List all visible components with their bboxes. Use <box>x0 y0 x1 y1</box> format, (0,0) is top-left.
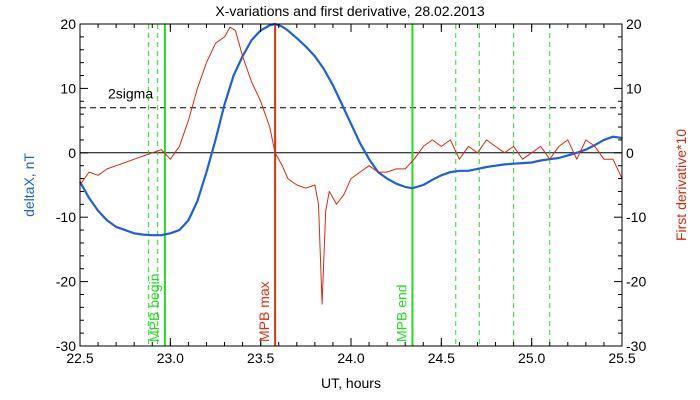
reference-line-labels: 2sigma <box>108 86 153 102</box>
y-right-tick-label: -20 <box>626 274 646 290</box>
vertical-marker-label-2: MPB end <box>393 284 409 342</box>
x-tick-label: 24.0 <box>337 350 364 366</box>
y-axis-left: -30 -20 -10 0 10 20 <box>56 16 88 354</box>
x-tick-label: 22.5 <box>66 350 93 366</box>
vertical-marker-label-0: MPB begin <box>146 274 162 342</box>
y-right-tick-label: -10 <box>626 209 646 225</box>
y-axis-left-title: deltaX, nT <box>21 153 37 217</box>
vertical-markers <box>148 24 551 346</box>
chart-title: X-variations and first derivative, 28.02… <box>215 3 484 19</box>
data-series <box>79 22 623 305</box>
y-left-tick-label: 10 <box>60 80 76 96</box>
y-right-tick-label: -30 <box>626 338 646 354</box>
x-tick-label: 23.5 <box>247 350 274 366</box>
vertical-marker-labels: MPB begin MPB max MPB end <box>146 274 410 342</box>
y-left-tick-label: 0 <box>68 145 76 161</box>
reference-line-label-1: 2sigma <box>108 86 153 102</box>
vertical-marker-label-1: MPB max <box>256 281 272 342</box>
y-left-tick-label: -10 <box>56 209 76 225</box>
x-axis: 22.5 23.0 23.5 24.0 24.5 25.0 25.5 <box>66 24 636 366</box>
x-tick-label: 24.5 <box>428 350 455 366</box>
y-left-tick-label: -20 <box>56 274 76 290</box>
x-tick-label: 25.0 <box>518 350 545 366</box>
x-tick-label: 23.0 <box>157 350 184 366</box>
x-tick-label: 25.5 <box>608 350 635 366</box>
series-line-derivative <box>79 26 623 305</box>
y-right-tick-label: 0 <box>626 145 634 161</box>
y-left-tick-label: -30 <box>56 338 76 354</box>
y-left-tick-label: 20 <box>60 16 76 32</box>
x-axis-title: UT, hours <box>321 375 381 391</box>
y-right-tick-label: 10 <box>626 80 642 96</box>
y-axis-right-title: First derivative*10 <box>673 129 689 241</box>
y-axis-right: -30 -20 -10 0 10 20 <box>614 16 646 354</box>
y-right-tick-label: 20 <box>626 16 642 32</box>
series-line-deltaX <box>79 22 623 237</box>
